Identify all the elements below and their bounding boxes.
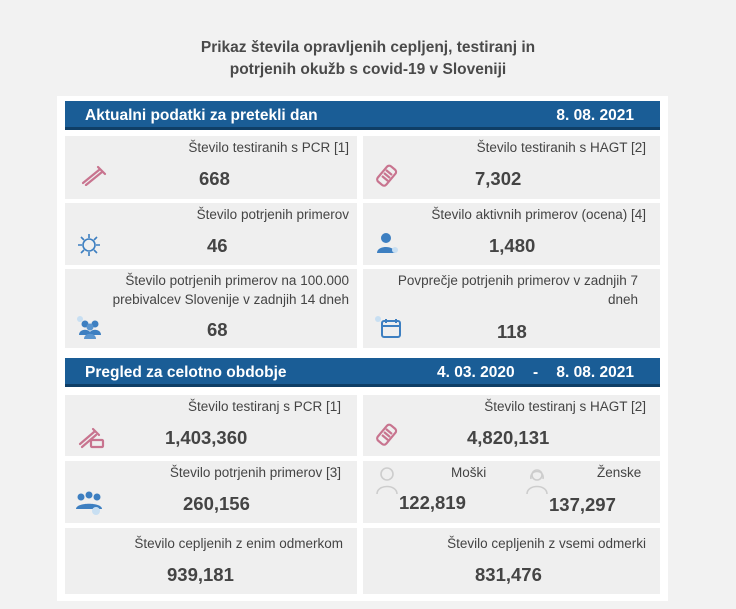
female-label: Ženske [597,465,642,480]
card-overall-vacc1: Število cepljenih z enim odmerkom 939,18… [65,528,357,594]
daily-per100k-value: 68 [207,319,228,340]
daily-hagt-value: 7,302 [475,168,522,189]
card-overall-pcr: Število testiranj s PCR [1] 1,403,360 [65,395,357,456]
male-label: Moški [451,465,487,480]
overall-confirmed-value: 260,156 [183,493,250,514]
card-daily-avg7: Povprečje potrjenih primerov v zadnjih 7… [363,269,660,348]
dashboard-panel: Aktualni podatki za pretekli dan 8. 08. … [57,96,668,601]
rapid-test-icon [376,164,398,187]
overall-hagt-value: 4,820,131 [467,427,550,448]
daily-avg7-label: Povprečje potrjenih primerov v zadnjih 7… [397,273,638,307]
overall-header-label: Pregled za celotno obdobje [85,364,287,381]
card-daily-confirmed: Število potrjenih primerov 46 [65,203,357,265]
card-daily-per100k: Število potrjenih primerov na 100.000 pr… [65,269,357,348]
card-daily-hagt: Število testiranih s HAGT [2] 7,302 [363,136,660,199]
overall-hagt-label: Število testiranj s HAGT [2] [484,399,646,414]
daily-date: 8. 08. 2021 [556,107,634,124]
calendar-icon [375,316,401,338]
daily-active-label: Število aktivnih primerov (ocena) [4] [431,207,646,222]
daily-confirmed-value: 46 [207,235,228,256]
person-icon [377,233,398,253]
daily-per100k-label: Število potrjenih primerov na 100.000 pr… [112,273,349,307]
vacc1-value: 939,181 [167,564,234,585]
card-overall-vacc2: Število cepljenih z vsemi odmerki 831,47… [363,528,660,594]
female-value: 137,297 [549,494,616,515]
vacc2-value: 831,476 [475,564,542,585]
vacc1-label: Število cepljenih z enim odmerkom [134,536,343,551]
rapid-test-icon [376,423,398,446]
virus-icon [78,234,100,256]
card-overall-confirmed: Število potrjenih primerov [3] 260,156 [65,461,357,523]
overall-pcr-value: 1,403,360 [165,427,248,448]
overall-header-bar: Pregled za celotno obdobje 4. 03. 2020 -… [65,358,660,387]
daily-avg7-value: 118 [497,321,527,342]
daily-header-bar: Aktualni podatki za pretekli dan 8. 08. … [65,101,660,130]
vacc2-label: Število cepljenih z vsemi odmerki [447,536,646,551]
page-title: Prikaz števila opravljenih cepljenj, tes… [200,39,536,78]
card-overall-hagt: Število testiranj s HAGT [2] 4,820,131 [363,395,660,456]
daily-confirmed-label: Število potrjenih primerov [196,207,349,222]
daily-active-value: 1,480 [489,235,536,256]
overall-date-range: 4. 03. 2020 - 8. 08. 2021 [437,364,634,381]
card-daily-pcr: Število testiranih s PCR [1] 668 [65,136,357,199]
daily-pcr-value: 668 [199,168,230,189]
test-tube-icon [78,427,105,449]
group-icon [77,316,101,339]
test-tube-icon [81,165,107,186]
card-daily-active: Število aktivnih primerov (ocena) [4] 1,… [363,203,660,265]
group-icon [76,491,102,515]
overall-confirmed-label: Število potrjenih primerov [3] [169,465,341,480]
daily-header-label: Aktualni podatki za pretekli dan [85,107,318,124]
daily-hagt-label: Število testiranih s HAGT [2] [476,140,646,155]
daily-pcr-label: Število testiranih s PCR [1] [188,140,349,155]
overall-pcr-label: Število testiranj s PCR [1] [187,399,341,414]
card-overall-gender: Moški 122,819 Ženske 137,297 [363,461,660,523]
male-person-icon [376,467,398,495]
female-person-icon [526,469,548,495]
male-value: 122,819 [399,492,466,513]
